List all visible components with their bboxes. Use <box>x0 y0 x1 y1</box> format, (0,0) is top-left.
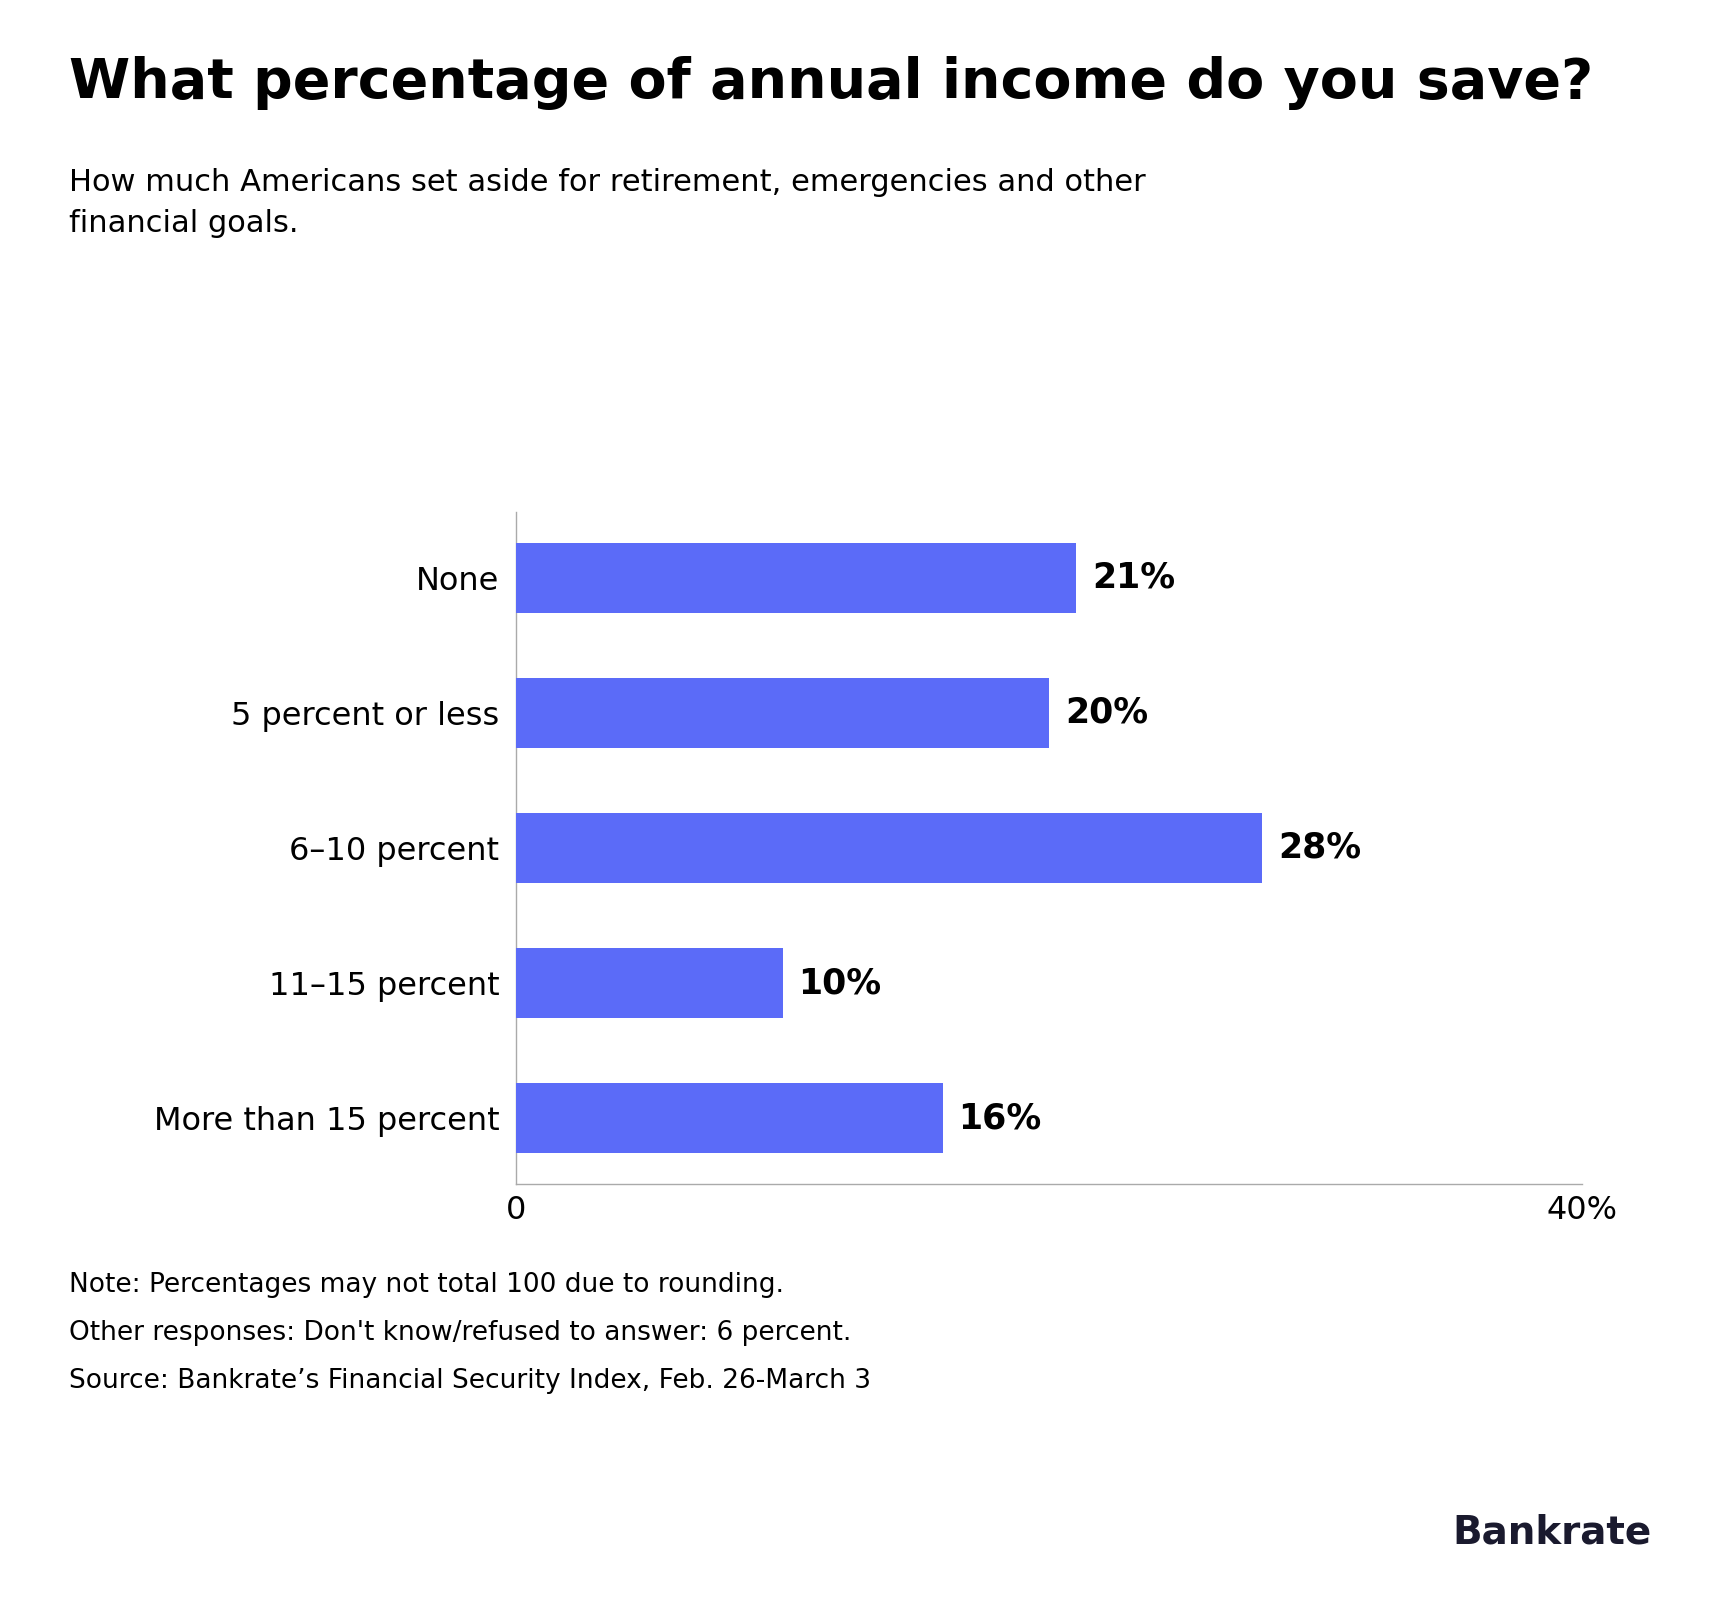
Bar <box>516 542 1077 613</box>
Bar <box>516 1083 943 1154</box>
Bar <box>516 949 783 1018</box>
Text: 10%: 10% <box>798 966 882 1000</box>
Text: 20%: 20% <box>1065 696 1149 730</box>
Text: Bankrate: Bankrate <box>1452 1514 1651 1552</box>
Text: Other responses: Don't know/refused to answer: 6 percent.: Other responses: Don't know/refused to a… <box>69 1320 851 1346</box>
Text: 16%: 16% <box>958 1101 1042 1136</box>
Text: Note: Percentages may not total 100 due to rounding.: Note: Percentages may not total 100 due … <box>69 1272 784 1298</box>
Text: 21%: 21% <box>1092 560 1175 595</box>
Bar <box>516 813 1262 883</box>
Text: 28%: 28% <box>1278 830 1362 866</box>
Text: How much Americans set aside for retirement, emergencies and other
financial goa: How much Americans set aside for retirem… <box>69 168 1146 237</box>
Text: What percentage of annual income do you save?: What percentage of annual income do you … <box>69 56 1593 110</box>
Text: Source: Bankrate’s Financial Security Index, Feb. 26-March 3: Source: Bankrate’s Financial Security In… <box>69 1368 870 1394</box>
Bar <box>516 678 1049 747</box>
